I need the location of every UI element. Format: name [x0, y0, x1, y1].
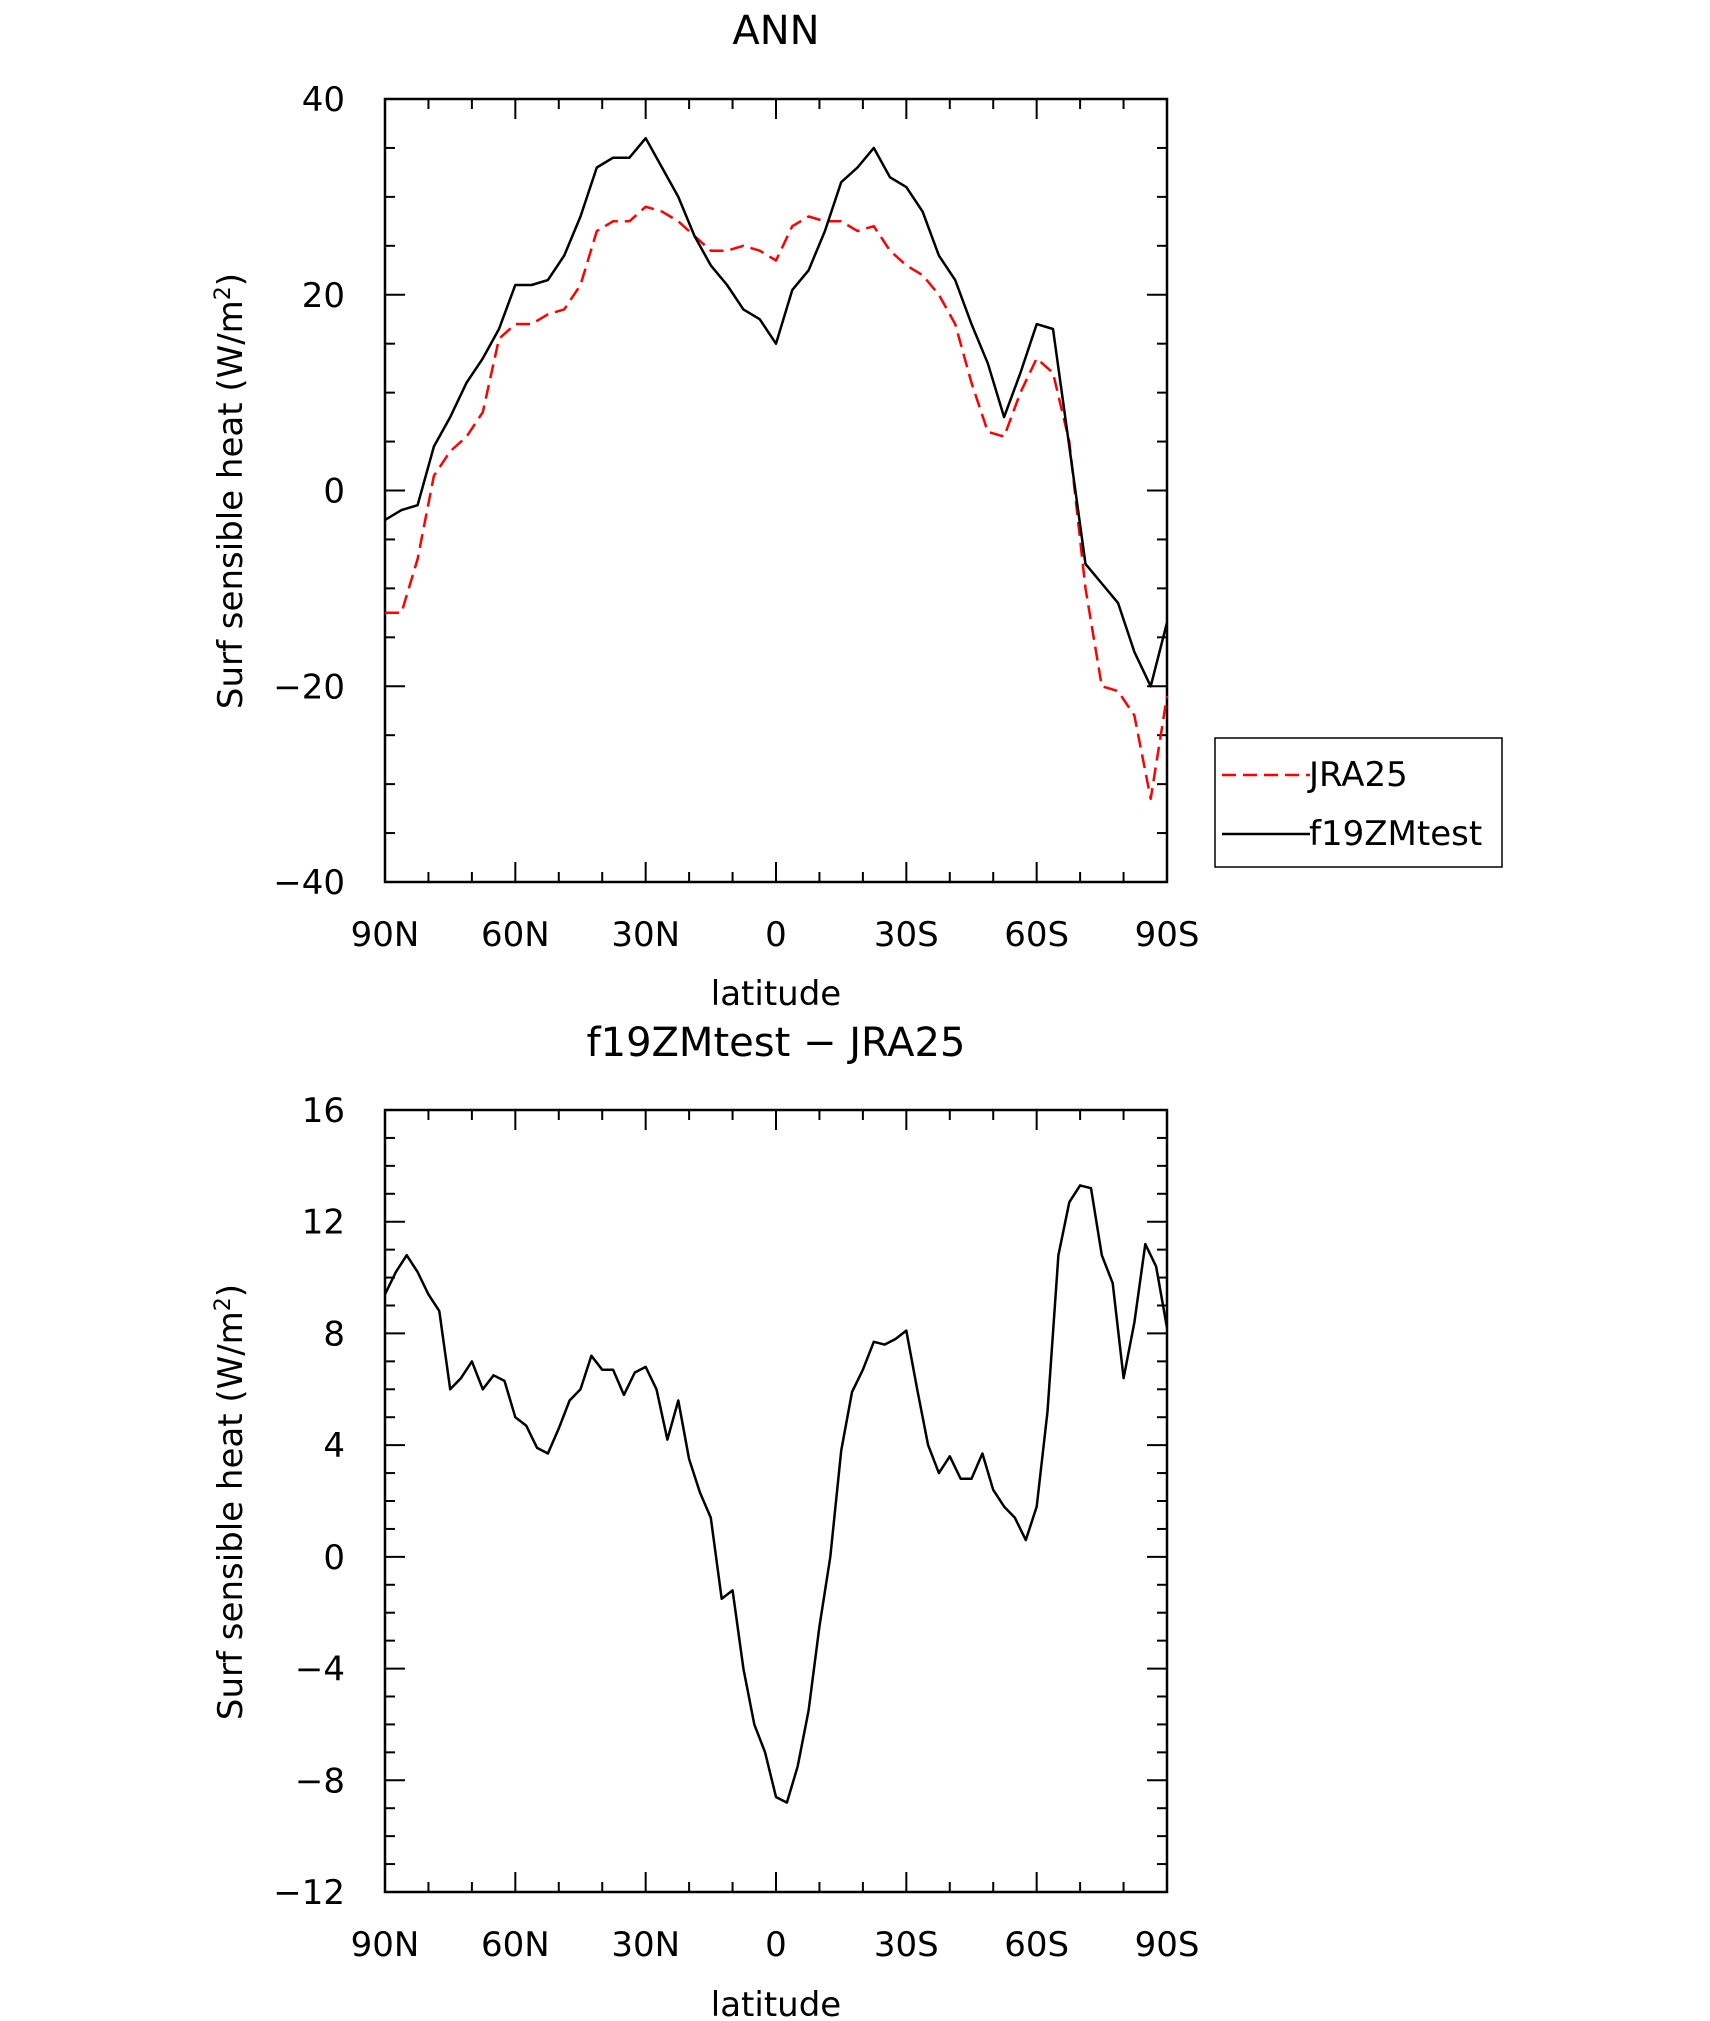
- x-tick-label: 0: [765, 915, 787, 955]
- x-tick-label: 60S: [1004, 915, 1069, 955]
- axis-ticks: [384, 98, 1168, 883]
- y-axis-label-close: ): [211, 1284, 251, 1297]
- y-axis-label-close: ): [211, 273, 251, 286]
- y-tick-label: 20: [302, 276, 345, 316]
- x-tick-label: 90S: [1135, 915, 1200, 955]
- y-tick-label: 8: [323, 1314, 345, 1354]
- x-tick-label: 30N: [611, 1925, 680, 1965]
- y-axis-label-superscript: 2: [211, 1297, 236, 1311]
- x-axis-label: latitude: [711, 1985, 841, 2021]
- legend-box: [1214, 737, 1503, 868]
- y-tick-label: 12: [302, 1203, 345, 1243]
- x-tick-label: 30S: [874, 1925, 939, 1965]
- y-axis-label: Surf sensible heat (W/m2): [211, 1284, 251, 1720]
- y-tick-label: 40: [302, 80, 345, 120]
- legend: JRA25 f19ZMtest: [1214, 737, 1503, 868]
- series-lines: [384, 136, 1169, 801]
- y-tick-labels: 16 12 8 4 0 −4 −8 −12: [273, 1091, 345, 1913]
- x-tick-label: 60S: [1004, 1925, 1069, 1965]
- legend-label-jra25: JRA25: [1307, 755, 1408, 795]
- chart-panel-annual: ANN 40 20 0 −20 −40 90N 60N 30N 0 30S 60S 90S lati…: [211, 8, 1503, 1014]
- x-tick-label: 60N: [481, 915, 550, 955]
- y-axis-label-main: Surf sensible heat (W/m: [211, 1311, 251, 1720]
- axis-ticks: [384, 1109, 1168, 1893]
- series-line-difference: [383, 1184, 1169, 1804]
- x-tick-label: 60N: [481, 1925, 550, 1965]
- series-lines: [383, 1184, 1169, 1804]
- chart-title: ANN: [732, 8, 819, 54]
- y-tick-label: −40: [273, 863, 345, 903]
- series-line-jra25: [385, 205, 1169, 801]
- chart-panel-difference: f19ZMtest − JRA25 16 12 8 4 0 −4 −8 −12 90N 60N 3…: [211, 1020, 1199, 2021]
- y-tick-label: 16: [302, 1091, 345, 1131]
- x-axis-label: latitude: [711, 974, 841, 1014]
- x-tick-label: 90N: [351, 915, 420, 955]
- x-tick-label: 90N: [351, 1925, 420, 1965]
- x-tick-label: 30S: [874, 915, 939, 955]
- x-tick-labels: 90N 60N 30N 0 30S 60S 90S: [351, 915, 1200, 955]
- chart-title: f19ZMtest − JRA25: [587, 1020, 966, 1066]
- y-tick-label: 0: [323, 1538, 345, 1578]
- legend-label-f19zmtest: f19ZMtest: [1309, 814, 1482, 854]
- y-tick-label: −8: [295, 1761, 345, 1801]
- y-tick-label: 0: [323, 472, 345, 512]
- y-tick-labels: 40 20 0 −20 −40: [273, 80, 345, 903]
- y-tick-label: −12: [273, 1873, 345, 1913]
- series-line-f19zmtest: [384, 136, 1169, 688]
- y-axis-label: Surf sensible heat (W/m2): [211, 273, 251, 709]
- y-axis-label-main: Surf sensible heat (W/m: [211, 300, 251, 709]
- y-tick-label: −20: [273, 667, 345, 707]
- y-tick-label: 4: [323, 1426, 345, 1466]
- x-tick-label: 90S: [1135, 1925, 1200, 1965]
- y-tick-label: −4: [295, 1650, 345, 1690]
- y-axis-label-superscript: 2: [211, 286, 236, 300]
- x-tick-label: 0: [765, 1925, 787, 1965]
- x-tick-labels: 90N 60N 30N 0 30S 60S 90S: [351, 1925, 1200, 1965]
- x-tick-label: 30N: [611, 915, 680, 955]
